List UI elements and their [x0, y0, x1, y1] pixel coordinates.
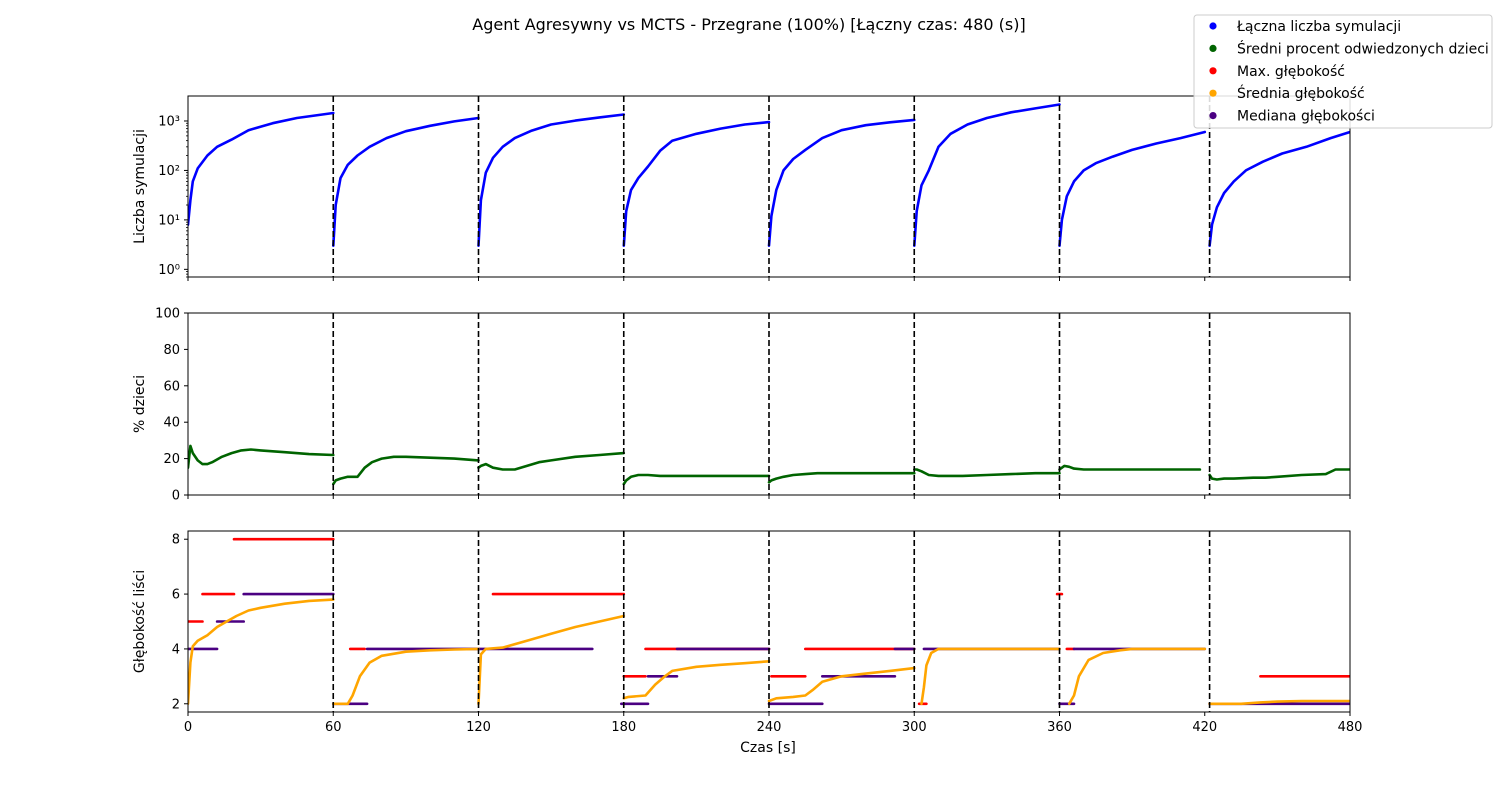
series-1-segment-7 [1058, 130, 1207, 247]
series-3-segment-4 [622, 659, 771, 700]
x-tick-label: 480 [1338, 720, 1363, 735]
chart-legend: Łączna liczba symulacji Średni procent od… [1193, 14, 1493, 129]
series-1-segment-6 [912, 103, 1061, 247]
y-tick-label: 80 [163, 343, 180, 358]
y-tick-label: 6 [172, 588, 180, 603]
x-axis-title: Czas [s] [740, 740, 796, 756]
legend-frame [1193, 14, 1493, 129]
panel-2-series [188, 444, 1350, 486]
y-tick-label: 8 [172, 533, 180, 548]
x-tick-label: 180 [611, 720, 636, 735]
y-tick-label: 10⁰ [158, 263, 180, 278]
series-1-segment-3 [477, 113, 626, 247]
series-1-segment-6 [912, 468, 1061, 478]
legend-marker [1209, 112, 1217, 120]
series-3-segment-5 [767, 666, 916, 703]
legend-label: Mediana głębokości [1237, 109, 1375, 125]
series-1-segment-2 [331, 455, 480, 486]
series-3-segment-2 [331, 647, 480, 706]
y-tick-label: 4 [172, 642, 180, 657]
legend-label: Średnia głębokość [1237, 84, 1365, 102]
x-tick-label: 240 [757, 720, 782, 735]
legend-label: Średni procent odwiedzonych dzieci [1237, 39, 1489, 57]
x-tick-label: 360 [1047, 720, 1072, 735]
y-axis-title: Liczba symulacji [132, 129, 148, 244]
x-tick-label: 420 [1192, 720, 1217, 735]
y-axis-title: Głębokość liści [132, 570, 148, 673]
x-tick-label: 300 [902, 720, 927, 735]
series-1-segment-4 [622, 120, 771, 247]
series-1-segment-5 [767, 118, 916, 247]
series-1-segment-4 [622, 473, 771, 486]
y-tick-label: 60 [163, 379, 180, 394]
legend-label: Max. głębokość [1237, 64, 1345, 80]
panel-3: 2 4 6 8 0 60 120 180 240 300 360 420 480 Głębokość li… [132, 530, 1363, 735]
legend-marker [1209, 67, 1217, 75]
series-3-segment-6 [920, 647, 1061, 706]
y-tick-label: 0 [172, 489, 180, 504]
legend-label: Łączna liczba symulacji [1236, 19, 1401, 35]
series-3-segment-3 [477, 614, 626, 706]
series-3-segment-7 [1067, 647, 1207, 706]
series-1-segment-8 [1208, 468, 1350, 481]
y-axis-title: % dzieci [132, 375, 148, 433]
legend-marker [1209, 22, 1217, 30]
x-tick-label: 60 [325, 720, 342, 735]
series-1-segment-2 [331, 116, 480, 247]
y-tick-label: 40 [163, 416, 180, 431]
series-1-segment-5 [767, 471, 916, 484]
y-tick-label: 10³ [158, 114, 180, 129]
y-tick-label: 10¹ [158, 213, 180, 228]
series-1-segment-1 [188, 111, 335, 226]
x-tick-label: 120 [466, 720, 491, 735]
y-tick-label: 2 [172, 697, 180, 712]
panel-1-series [188, 103, 1350, 247]
series-1-segment-3 [477, 451, 626, 471]
y-tick-label: 20 [163, 452, 180, 467]
panel-3-series [188, 537, 1350, 706]
x-tick-label: 0 [184, 720, 192, 735]
panel-1: 10⁰ 10¹ 10² 10³ Liczba symulacji [132, 95, 1351, 281]
legend-marker [1209, 89, 1217, 97]
series-1-segment-8 [1208, 130, 1350, 247]
y-tick-label: 10² [158, 164, 180, 179]
series-3-segment-1 [188, 598, 335, 706]
chart-title: Agent Agresywny vs MCTS - Przegrane (100… [472, 15, 1025, 34]
panel-2: 0 20 40 60 80 100 % dzieci [132, 307, 1351, 504]
series-3-segment-8 [1208, 699, 1350, 706]
legend-marker [1209, 44, 1217, 53]
series-1-segment-1 [188, 444, 335, 470]
y-tick-label: 100 [155, 307, 180, 322]
series-1-segment-7 [1058, 464, 1202, 471]
